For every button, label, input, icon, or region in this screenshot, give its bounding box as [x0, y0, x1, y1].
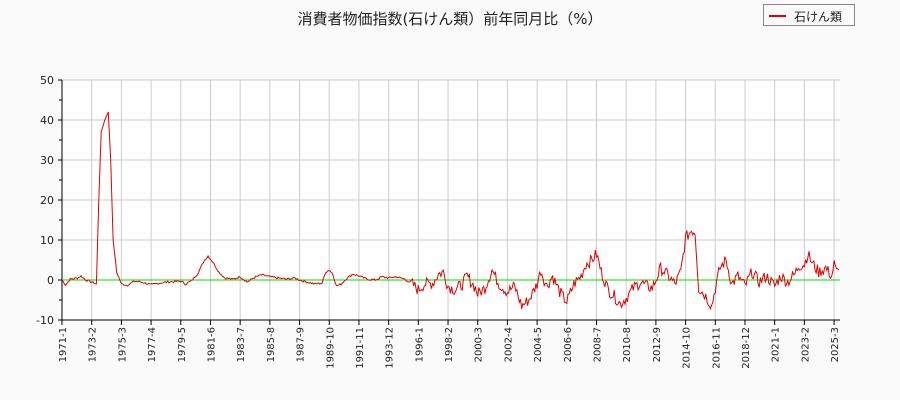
x-tick-label: 2004-5 [533, 327, 544, 362]
x-tick-label: 2014-10 [682, 327, 693, 369]
legend-swatch-icon [769, 15, 786, 17]
x-tick-label: 1979-5 [177, 327, 188, 362]
series-line-soap [61, 111, 840, 311]
x-tick-label: 1975-3 [117, 327, 128, 362]
legend: 石けん類 [763, 4, 855, 26]
x-tick-label: 1987-9 [296, 327, 307, 362]
x-tick-label: 2006-6 [563, 327, 574, 362]
x-tick-label: 1981-6 [206, 327, 217, 362]
x-tick-label: 1998-2 [444, 327, 455, 362]
y-tick-label: 40 [40, 114, 54, 127]
x-tick-label: 2000-3 [474, 327, 485, 362]
x-tick-label: 2016-11 [711, 327, 722, 369]
x-tick-label: 2010-8 [622, 327, 633, 362]
x-tick-label: 1971-1 [58, 327, 69, 362]
x-tick-label: 1996-1 [414, 327, 425, 362]
x-tick-label: 1989-10 [325, 327, 336, 369]
y-tick-label: 0 [47, 274, 54, 287]
x-tick-label: 1983-7 [236, 327, 247, 362]
chart-title: 消費者物価指数(石けん類）前年同月比（%） [297, 10, 603, 28]
y-tick-label: 50 [40, 74, 54, 87]
axes: -10 0 10 20 30 40 50 1971-1 1973-2 1975-3 1977-4 19… [36, 74, 841, 369]
x-tick-label: 2012-9 [652, 327, 663, 362]
x-tick-label: 2025-3 [830, 327, 841, 362]
x-tick-label: 2023-2 [800, 327, 811, 362]
x-tick-label: 1973-2 [88, 327, 99, 362]
y-tick-label: 10 [40, 234, 54, 247]
y-tick-label: -10 [36, 314, 54, 327]
y-tick-label: 30 [40, 154, 54, 167]
y-tick-label: 20 [40, 194, 54, 207]
x-tick-label: 2018-12 [741, 327, 752, 369]
legend-label: 石けん類 [794, 10, 843, 24]
x-tick-label: 2021-1 [771, 327, 782, 362]
x-tick-label: 1993-12 [385, 327, 396, 369]
x-tick-label: 1985-8 [266, 327, 277, 362]
x-tick-label: 2008-7 [593, 327, 604, 362]
x-tick-label: 1991-11 [355, 327, 366, 369]
x-tick-label: 1977-4 [147, 327, 158, 362]
x-tick-label: 2002-4 [503, 327, 514, 362]
